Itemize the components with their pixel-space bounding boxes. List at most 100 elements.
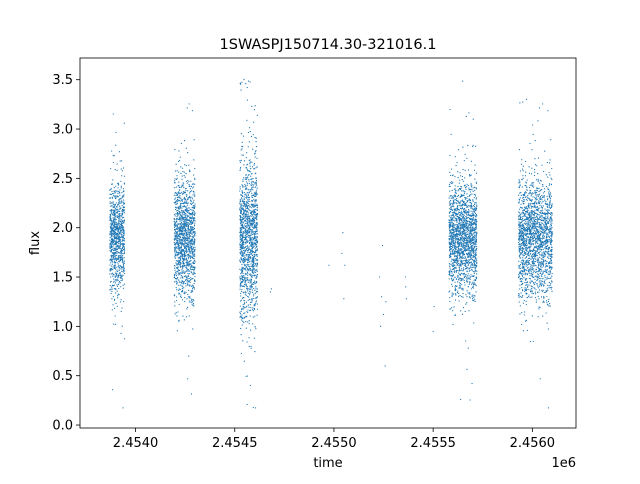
data-point <box>186 238 188 240</box>
data-point <box>466 243 468 245</box>
data-point <box>174 170 177 172</box>
data-point <box>251 192 253 194</box>
data-point <box>250 232 252 234</box>
data-point <box>183 140 186 142</box>
data-point <box>448 215 450 217</box>
data-point <box>255 296 257 299</box>
data-point <box>253 108 256 111</box>
data-point <box>182 240 184 242</box>
data-point <box>119 194 121 196</box>
data-point <box>191 209 193 211</box>
data-point <box>176 211 178 214</box>
data-point <box>249 285 251 287</box>
data-point <box>461 212 463 214</box>
data-point <box>174 301 176 303</box>
data-point <box>241 267 244 269</box>
data-point <box>175 200 177 202</box>
data-point <box>247 200 250 202</box>
data-point <box>120 299 122 301</box>
data-point <box>250 284 253 286</box>
data-point <box>123 272 126 275</box>
data-point <box>473 206 475 208</box>
data-point <box>246 226 248 229</box>
data-point <box>467 169 470 171</box>
data-point <box>183 192 185 194</box>
data-point <box>475 243 477 245</box>
data-point <box>470 215 472 218</box>
data-point <box>241 224 243 227</box>
data-point <box>117 241 119 243</box>
data-point <box>190 228 192 230</box>
data-point <box>466 197 468 199</box>
data-point <box>470 264 472 266</box>
data-point <box>185 222 187 224</box>
data-point <box>193 288 196 290</box>
data-point <box>116 284 118 286</box>
data-point <box>113 258 115 261</box>
data-point <box>241 228 243 231</box>
data-point <box>174 305 176 307</box>
data-point <box>250 175 252 177</box>
data-point <box>247 228 249 230</box>
data-point <box>190 393 193 395</box>
data-point <box>119 198 121 200</box>
data-point <box>254 195 256 197</box>
data-point <box>175 230 177 232</box>
data-point <box>255 271 257 273</box>
data-point <box>246 152 248 154</box>
data-point <box>250 234 252 237</box>
data-point <box>241 214 243 216</box>
data-point <box>118 201 120 204</box>
data-point <box>241 223 244 226</box>
data-point <box>475 238 478 241</box>
data-point <box>475 197 478 199</box>
data-point <box>254 303 256 305</box>
data-point <box>468 187 470 189</box>
data-point <box>454 255 457 257</box>
data-point <box>179 156 181 158</box>
data-point <box>120 332 122 334</box>
data-point <box>241 184 243 186</box>
data-point <box>450 242 452 244</box>
data-point <box>246 188 248 190</box>
data-point <box>461 231 463 233</box>
data-point <box>192 194 194 196</box>
data-point <box>186 182 188 184</box>
data-point <box>114 280 116 282</box>
data-point <box>254 105 256 107</box>
data-point <box>468 238 470 240</box>
data-point <box>194 280 196 282</box>
data-point <box>243 211 245 213</box>
data-point <box>474 194 476 196</box>
data-point <box>187 226 189 228</box>
data-point <box>243 303 246 305</box>
data-point <box>458 205 460 207</box>
data-point <box>182 234 184 236</box>
data-point <box>247 272 249 275</box>
data-point <box>175 192 178 194</box>
data-point <box>245 235 247 237</box>
data-point <box>178 249 181 251</box>
data-point <box>117 205 119 207</box>
data-point <box>249 265 251 267</box>
data-point <box>110 288 112 290</box>
data-point <box>255 194 257 196</box>
data-point <box>243 279 245 282</box>
data-point <box>458 264 460 266</box>
data-point <box>181 219 183 222</box>
data-point <box>180 296 183 299</box>
data-point <box>454 293 457 295</box>
data-point <box>245 245 247 248</box>
data-point <box>184 220 186 223</box>
data-point <box>246 316 248 318</box>
data-point <box>247 261 249 263</box>
data-point <box>467 204 469 206</box>
data-point <box>191 242 193 244</box>
data-point <box>194 212 196 214</box>
data-point <box>180 197 182 200</box>
data-point <box>113 155 115 157</box>
data-point <box>461 199 464 201</box>
data-point <box>174 254 176 256</box>
data-point <box>175 280 177 282</box>
data-point <box>451 228 454 231</box>
